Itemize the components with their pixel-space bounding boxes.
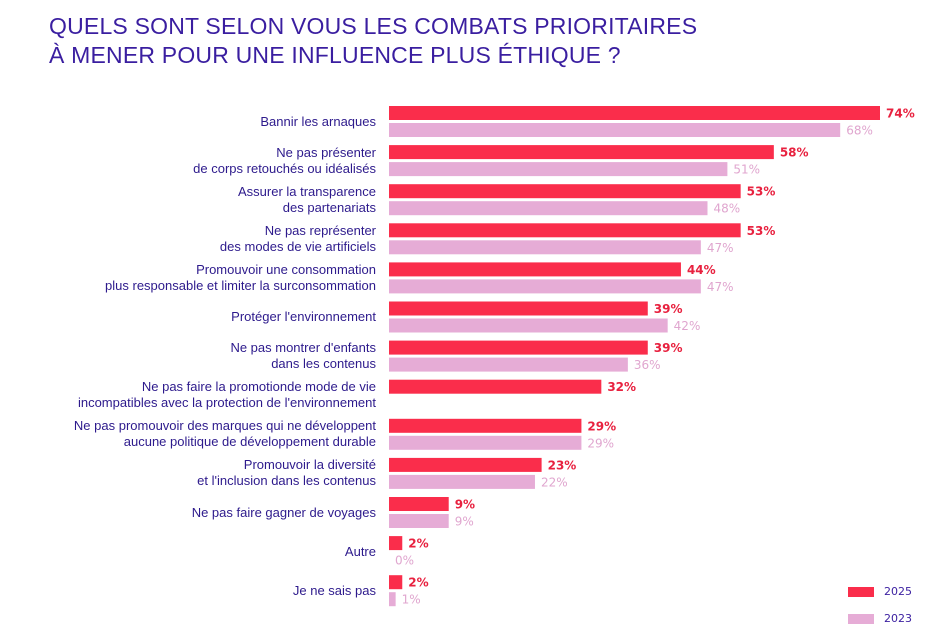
chart-title-line-2: À MENER POUR UNE INFLUENCE PLUS ÉTHIQUE … bbox=[49, 42, 621, 68]
category-label: Ne pas présenter de corps retouchés ou id… bbox=[20, 145, 376, 177]
data-label-2025: 44% bbox=[687, 263, 716, 277]
data-label-2023: 51% bbox=[733, 163, 760, 177]
bar-2023 bbox=[389, 357, 628, 372]
bar-2023 bbox=[389, 592, 396, 607]
category-label: Ne pas montrer d'enfants dans les contenu… bbox=[20, 340, 376, 372]
bar-2025 bbox=[389, 536, 403, 551]
bar-2023 bbox=[389, 514, 449, 528]
category-label: Autre bbox=[20, 544, 376, 560]
data-label-2023: 29% bbox=[587, 436, 614, 450]
category-label: Bannir les arnaques bbox=[20, 114, 376, 130]
category-label-line: Ne pas promouvoir des marques qui ne dév… bbox=[73, 418, 376, 434]
category-label-line: incompatibles avec la protection de l'en… bbox=[77, 395, 376, 411]
chart-title-line-1: QUELS SONT SELON VOUS LES COMBATS PRIORI… bbox=[49, 13, 698, 39]
bar-2023 bbox=[389, 318, 668, 333]
category-label-line: de corps retouchés ou idéalisés bbox=[193, 160, 376, 176]
category-label: Ne pas promouvoir des marques qui ne dév… bbox=[20, 418, 376, 450]
data-label-2025: 23% bbox=[548, 458, 577, 472]
data-label-2025: 32% bbox=[607, 380, 636, 394]
bar-2025 bbox=[389, 497, 449, 511]
data-label-2025: 2% bbox=[408, 576, 428, 590]
chart-title: QUELS SONT SELON VOUS LES COMBATS PRIORI… bbox=[49, 12, 697, 70]
bar-2025 bbox=[389, 418, 582, 433]
data-label-2023: 1% bbox=[402, 593, 421, 607]
legend-swatch-2025 bbox=[848, 587, 874, 597]
category-label: Ne pas représenter des modes de vie artif… bbox=[20, 223, 376, 255]
category-label-line: Ne pas présenter bbox=[276, 144, 376, 160]
category-label-line: Bannir les arnaques bbox=[260, 113, 376, 129]
category-label-line: des partenariats bbox=[282, 199, 376, 215]
category-label: Protéger l'environnement bbox=[20, 309, 376, 325]
category-label-line: Autre bbox=[344, 543, 376, 559]
category-label-line: Protéger l'environnement bbox=[231, 309, 376, 324]
category-label-line: plus responsable et limiter la surconsom… bbox=[105, 277, 376, 293]
bar-2023 bbox=[389, 201, 708, 216]
bar-2025 bbox=[389, 379, 602, 394]
data-label-2023: 9% bbox=[455, 515, 474, 529]
bar-2025 bbox=[389, 184, 741, 199]
category-label-line: Ne pas faire la promotionde mode de vie bbox=[141, 379, 376, 395]
category-label-line: aucune politique de développement durabl… bbox=[123, 434, 376, 450]
category-label: Je ne sais pas bbox=[20, 583, 376, 599]
bar-2025 bbox=[389, 106, 880, 120]
data-label-2023: 22% bbox=[541, 475, 568, 489]
category-label-line: Assurer la transparence bbox=[237, 183, 376, 199]
category-label-line: Je ne sais pas bbox=[292, 582, 376, 598]
data-label-2025: 29% bbox=[587, 419, 616, 433]
category-label-line: Promouvoir une consommation bbox=[196, 261, 376, 277]
category-label-line: dans les contenus bbox=[271, 356, 376, 372]
bar-2025 bbox=[389, 145, 774, 160]
data-label-2025: 39% bbox=[654, 341, 683, 355]
data-label-2025: 39% bbox=[654, 302, 683, 316]
category-label: Promouvoir une consommation plus responsa… bbox=[20, 262, 376, 294]
legend-label-2023: 2023 bbox=[884, 612, 912, 625]
bar-2025 bbox=[389, 301, 648, 316]
bar-2025 bbox=[389, 457, 542, 472]
data-label-2025: 2% bbox=[408, 537, 428, 551]
data-label-2023: 0% bbox=[395, 554, 414, 568]
data-label-2023: 47% bbox=[707, 280, 734, 294]
bar-2023 bbox=[389, 279, 701, 294]
data-label-2025: 53% bbox=[747, 224, 776, 238]
category-label: Ne pas faire la promotionde mode de vie i… bbox=[20, 379, 376, 411]
category-label-line: Ne pas montrer d'enfants bbox=[230, 340, 376, 356]
bar-2025 bbox=[389, 340, 648, 355]
bar-2023 bbox=[389, 435, 582, 450]
data-label-2025: 74% bbox=[886, 107, 915, 121]
bar-2023 bbox=[389, 474, 535, 489]
category-label-line: et l'inclusion dans les contenus bbox=[197, 473, 376, 489]
data-label-2025: 53% bbox=[747, 185, 776, 199]
category-label: Promouvoir la diversité et l'inclusion da… bbox=[20, 457, 376, 489]
data-label-2025: 9% bbox=[455, 498, 475, 512]
legend-label-2025: 2025 bbox=[884, 585, 912, 598]
data-label-2023: 47% bbox=[707, 241, 734, 255]
data-label-2023: 48% bbox=[713, 202, 740, 216]
category-label-line: des modes de vie artificiels bbox=[219, 238, 376, 254]
category-label-line: Ne pas faire gagner de voyages bbox=[191, 504, 376, 520]
data-label-2023: 68% bbox=[846, 124, 873, 138]
category-label: Assurer la transparence des partenariats bbox=[20, 184, 376, 216]
bar-2023 bbox=[389, 240, 701, 255]
category-label-line: Ne pas représenter bbox=[264, 222, 376, 238]
data-label-2025: 58% bbox=[780, 146, 809, 160]
bar-2023 bbox=[389, 123, 841, 137]
bar-2023 bbox=[389, 162, 728, 177]
legend-swatch-2023 bbox=[848, 614, 874, 624]
data-label-2023: 36% bbox=[634, 358, 661, 372]
category-label: Ne pas faire gagner de voyages bbox=[20, 505, 376, 521]
bar-2025 bbox=[389, 262, 681, 277]
bar-2025 bbox=[389, 223, 741, 238]
category-label-line: Promouvoir la diversité bbox=[243, 457, 376, 473]
bar-2025 bbox=[389, 575, 403, 590]
data-label-2023: 42% bbox=[674, 319, 701, 333]
